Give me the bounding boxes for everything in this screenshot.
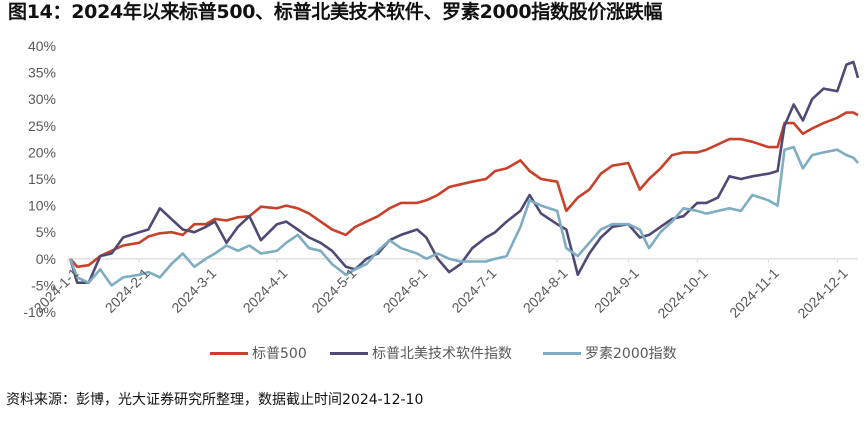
y-tick-label: 10% xyxy=(28,198,56,214)
legend-label-russell2000: 罗素2000指数 xyxy=(585,346,677,362)
legend-swatch-russell2000 xyxy=(543,351,581,355)
x-tick-label: 2024-3-1 xyxy=(168,265,219,316)
x-tick-label: 2024-5-1 xyxy=(308,265,359,316)
chart-legend: 标普500 标普北美技术软件指数 罗素2000指数 xyxy=(0,343,868,363)
x-tick-label: 2024-4-1 xyxy=(240,265,291,316)
x-tick-label: 2024-9-1 xyxy=(591,265,642,316)
y-tick-label: 35% xyxy=(28,65,56,81)
legend-swatch-software xyxy=(330,351,368,355)
x-tick-label: 2024-12-1 xyxy=(794,265,851,322)
y-tick-label: 30% xyxy=(28,91,56,107)
y-axis: -10% -5% 0% 5% 10% 15% 20% 25% 30% 35% 40% xyxy=(23,38,56,320)
x-tick-label: 2024-2-1 xyxy=(102,265,153,316)
x-tick-label: 2024-11-1 xyxy=(726,265,782,321)
source-note: 资料来源：彭博，光大证券研究所整理，数据截止时间2024-12-10 xyxy=(6,392,424,408)
y-tick-label: 40% xyxy=(28,38,56,54)
y-tick-label: 5% xyxy=(36,224,56,240)
legend-label-sp500: 标普500 xyxy=(252,346,307,362)
y-tick-label: 20% xyxy=(28,144,56,160)
y-tick-label: 0% xyxy=(36,251,56,267)
line-chart: -10%-5%0%5%10%15%20%25%30%35%40% 2024-1-… xyxy=(23,38,860,322)
legend-swatch-sp500 xyxy=(210,351,248,355)
x-tick-label: 2024-7-1 xyxy=(448,265,499,316)
legend-item-sp500[interactable]: 标普500 xyxy=(210,343,307,363)
y-tick-label: -10% xyxy=(23,304,56,320)
legend-label-software: 标普北美技术软件指数 xyxy=(372,346,512,362)
legend-item-software[interactable]: 标普北美技术软件指数 xyxy=(330,343,512,363)
series-line-1 xyxy=(69,60,860,285)
series-lines xyxy=(69,60,860,287)
x-tick-label: 2024-10-1 xyxy=(654,265,711,322)
y-tick-label: -5% xyxy=(31,277,56,293)
y-tick-label: 25% xyxy=(28,118,56,134)
chart-title: 图14：2024年以来标普500、标普北美技术软件、罗素2000指数股价涨跌幅 xyxy=(8,1,663,23)
legend-item-russell2000[interactable]: 罗素2000指数 xyxy=(543,343,677,363)
series-line-0 xyxy=(69,111,859,269)
x-tick-label: 2024-8-1 xyxy=(520,265,571,316)
series-line-2 xyxy=(69,145,859,287)
x-tick-label: 2024-6-1 xyxy=(380,265,431,316)
y-tick-label: 15% xyxy=(28,171,56,187)
